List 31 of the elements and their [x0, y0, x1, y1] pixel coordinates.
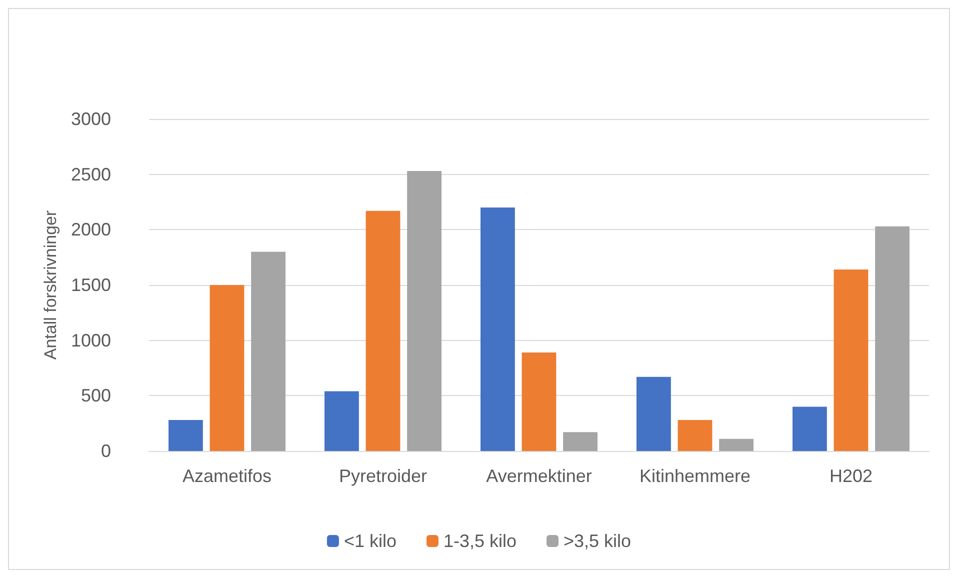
legend-label: 1-3,5 kilo — [443, 531, 517, 551]
bar — [792, 406, 827, 451]
x-tick-label: Kitinhemmere — [639, 466, 751, 486]
bar — [480, 208, 515, 451]
x-tick-label: Azametifos — [182, 466, 272, 486]
legend-label: <1 kilo — [344, 531, 396, 551]
y-axis-title: Antall forskrivninger — [41, 210, 60, 360]
bar — [251, 252, 286, 451]
bar — [407, 171, 442, 451]
bar — [366, 210, 400, 451]
bar — [834, 270, 868, 451]
bar — [168, 420, 203, 451]
bar — [719, 438, 754, 451]
y-tick-label: 1000 — [70, 330, 111, 350]
y-tick-label: 2000 — [70, 220, 111, 240]
bar — [563, 432, 598, 451]
bar — [210, 285, 244, 451]
y-tick-label: 2500 — [70, 164, 111, 184]
bar — [636, 376, 671, 451]
y-tick-label: 0 — [100, 441, 111, 461]
y-tick-label: 3000 — [70, 109, 111, 129]
bar — [522, 352, 556, 451]
x-tick-label: Pyretroider — [338, 466, 428, 486]
legend-label: >3,5 kilo — [564, 531, 632, 551]
y-tick-label: 1500 — [70, 275, 111, 295]
bar — [875, 226, 910, 451]
x-tick-label: Avermektiner — [486, 466, 592, 486]
x-tick-label: H202 — [829, 466, 873, 486]
y-tick-label: 500 — [80, 386, 111, 406]
bar — [324, 391, 359, 451]
bar — [678, 420, 712, 451]
